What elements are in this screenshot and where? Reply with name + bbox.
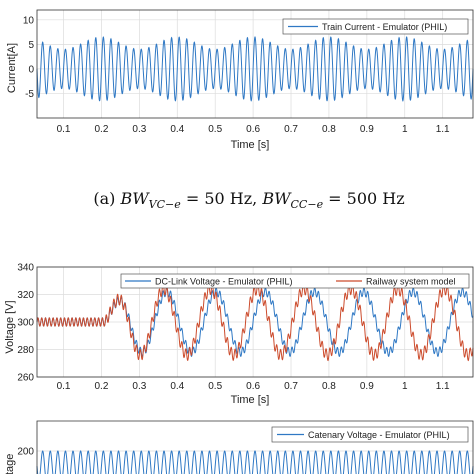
x-tick-label: 0.7 (284, 381, 298, 392)
catenary-axes-frame (36, 420, 474, 474)
y-tick-label: -5 (25, 89, 34, 100)
dc-link-tick-labels: 0.1 0.2 0.3 0.4 0.5 0.6 0.7 0.8 0.9 1 1.1 260 280 300… (17, 263, 450, 393)
x-tick-label: 0.6 (246, 124, 260, 135)
current-legend: Train Current - Emulator (PHIL) (282, 18, 469, 35)
y-tick-label: 260 (17, 373, 34, 384)
current-legend-box (282, 18, 469, 35)
y-tick-label: 5 (28, 40, 34, 51)
current-axes-frame (36, 9, 474, 119)
x-tick-label: 0.1 (57, 124, 71, 135)
catenary-legend-box (271, 426, 469, 443)
x-tick-label: 0.2 (94, 381, 108, 392)
x-tick-label: 0.6 (246, 381, 260, 392)
catenary-legend: Catenary Voltage - Emulator (PHIL) (271, 426, 469, 443)
train-current-line (36, 35, 474, 102)
dc-link-legend-box (120, 273, 470, 289)
x-tick-label: 1.1 (436, 124, 450, 135)
x-tick-label: 0.7 (284, 124, 298, 135)
current-tick-labels: 0.1 0.2 0.3 0.4 0.5 0.6 0.7 0.8 0.9 1 1.1 -5 0 5 10 (23, 15, 450, 135)
x-tick-label: 0.5 (208, 381, 222, 392)
x-tick-label: 1 (402, 124, 408, 135)
current-chart: 0.1 0.2 0.3 0.4 0.5 0.6 0.7 0.8 0.9 1 1.1 -5 0 5 10 Cu… (6, 9, 474, 151)
dc-link-legend: DC-Link Voltage - Emulator (PHIL) Railwa… (120, 273, 470, 289)
x-tick-label: 0.4 (170, 381, 184, 392)
dc-link-voltage-chart: 0.1 0.2 0.3 0.4 0.5 0.6 0.7 0.8 0.9 1 1.1 260 280 300… (4, 263, 474, 406)
dc-link-legend-label-model: Railway system model (366, 277, 456, 287)
x-tick-label: 1 (402, 381, 408, 392)
dc-link-legend-label-emulator: DC-Link Voltage - Emulator (PHIL) (155, 277, 293, 287)
x-tick-label: 0.1 (57, 381, 71, 392)
current-x-axis-label: Time [s] (231, 139, 270, 151)
y-tick-label: 340 (17, 263, 34, 274)
x-tick-label: 0.8 (322, 124, 336, 135)
y-tick-label: 300 (17, 318, 34, 329)
x-tick-label: 0.3 (132, 381, 146, 392)
catenary-voltage-chart: 200 Voltage Catenary Voltage - Emulator … (4, 420, 474, 474)
y-tick-label: 0 (28, 64, 34, 75)
dc-link-y-axis-label: Voltage [V] (4, 300, 16, 353)
current-legend-label: Train Current - Emulator (PHIL) (322, 22, 447, 32)
x-tick-label: 0.5 (208, 124, 222, 135)
y-tick-label: 10 (23, 15, 35, 26)
current-y-axis-label: Current[A] (6, 43, 18, 93)
x-tick-label: 0.8 (322, 381, 336, 392)
x-tick-label: 0.9 (360, 124, 374, 135)
catenary-y-axis-label: Voltage (4, 454, 16, 474)
catenary-voltage-line (36, 450, 474, 474)
x-tick-label: 0.4 (170, 124, 184, 135)
catenary-legend-label: Catenary Voltage - Emulator (PHIL) (308, 430, 450, 440)
dc-link-axes-frame (36, 266, 474, 378)
catenary-tick-labels: 200 (17, 447, 34, 458)
y-tick-label: 280 (17, 345, 34, 356)
x-tick-label: 0.9 (360, 381, 374, 392)
y-tick-label: 320 (17, 290, 34, 301)
x-tick-label: 0.3 (132, 124, 146, 135)
dc-link-x-axis-label: Time [s] (231, 394, 270, 406)
x-tick-label: 0.2 (94, 124, 108, 135)
railway-model-line (36, 282, 474, 362)
y-tick-label: 200 (17, 447, 34, 458)
figure-caption: (a) BWVC−e = 50 Hz, BWCC−e = 500 Hz (93, 189, 404, 211)
x-tick-label: 1.1 (436, 381, 450, 392)
